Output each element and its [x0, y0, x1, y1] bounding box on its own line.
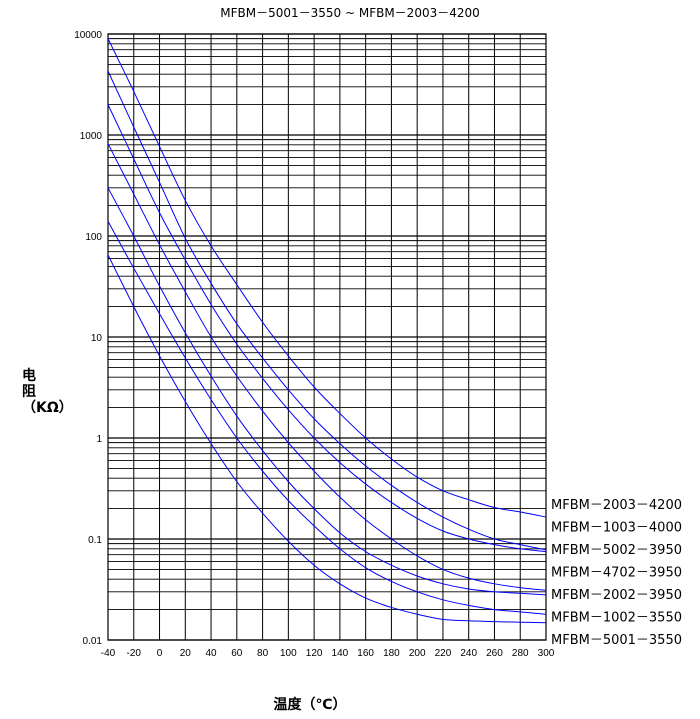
x-tick-label: 60	[231, 648, 243, 659]
x-tick-label: -40	[101, 648, 116, 659]
plot-frame	[107, 33, 547, 641]
y-tick-label: 10000	[74, 30, 102, 41]
series-line	[107, 38, 547, 518]
x-axis-label: 温度（℃）	[273, 697, 347, 713]
series-line	[107, 187, 547, 596]
x-tick-label: 120	[306, 648, 323, 659]
x-tick-label: 280	[512, 648, 529, 659]
x-tick-label: 220	[435, 648, 452, 659]
ticks: -40 -20 0 20 40 60 80 100 120 140 160 180 200 220 240 2…	[74, 30, 555, 659]
x-tick-label: 160	[357, 648, 374, 659]
legend-label: MFBM－2003－4200	[551, 498, 682, 513]
x-tick-label: 80	[257, 648, 269, 659]
series-line	[107, 220, 547, 615]
x-tick-label: 0	[157, 648, 163, 659]
series-line	[107, 143, 547, 591]
grid	[107, 33, 547, 641]
x-tick-label: 40	[205, 648, 217, 659]
x-tick-label: 200	[409, 648, 426, 659]
legend-label: MFBM－1002－3550	[551, 611, 682, 626]
y-tick-label: 0.1	[88, 535, 102, 546]
chart-title: MFBM－5001－3550 ~ MFBM－2003－4200	[220, 6, 480, 20]
y-tick-label: 10	[91, 333, 103, 344]
series-line	[107, 70, 547, 551]
legend-label: MFBM－5001－3550	[551, 633, 682, 648]
x-tick-label: 100	[280, 648, 297, 659]
y-tick-label: 100	[85, 232, 102, 243]
legend-label: MFBM－1003－4000	[551, 521, 682, 536]
y-tick-label: 1	[96, 434, 102, 445]
legend-label: MFBM－5002－3950	[551, 543, 682, 558]
legend: MFBM－2003－4200 MFBM－1003－4000 MFBM－5002－39…	[551, 498, 682, 648]
y-tick-label: 0.01	[83, 636, 103, 647]
x-tick-label: 180	[383, 648, 400, 659]
legend-label: MFBM－2002－3950	[551, 588, 682, 603]
series-line	[107, 104, 547, 553]
x-tick-label: 140	[332, 648, 349, 659]
y-tick-label: 1000	[80, 131, 103, 142]
x-tick-label: 300	[538, 648, 555, 659]
series-layer	[107, 38, 547, 624]
x-tick-label: 20	[180, 648, 192, 659]
x-tick-label: -20	[127, 648, 142, 659]
x-tick-label: 240	[460, 648, 477, 659]
series-line	[107, 254, 547, 624]
legend-label: MFBM－4702－3950	[551, 566, 682, 581]
x-tick-label: 260	[486, 648, 503, 659]
